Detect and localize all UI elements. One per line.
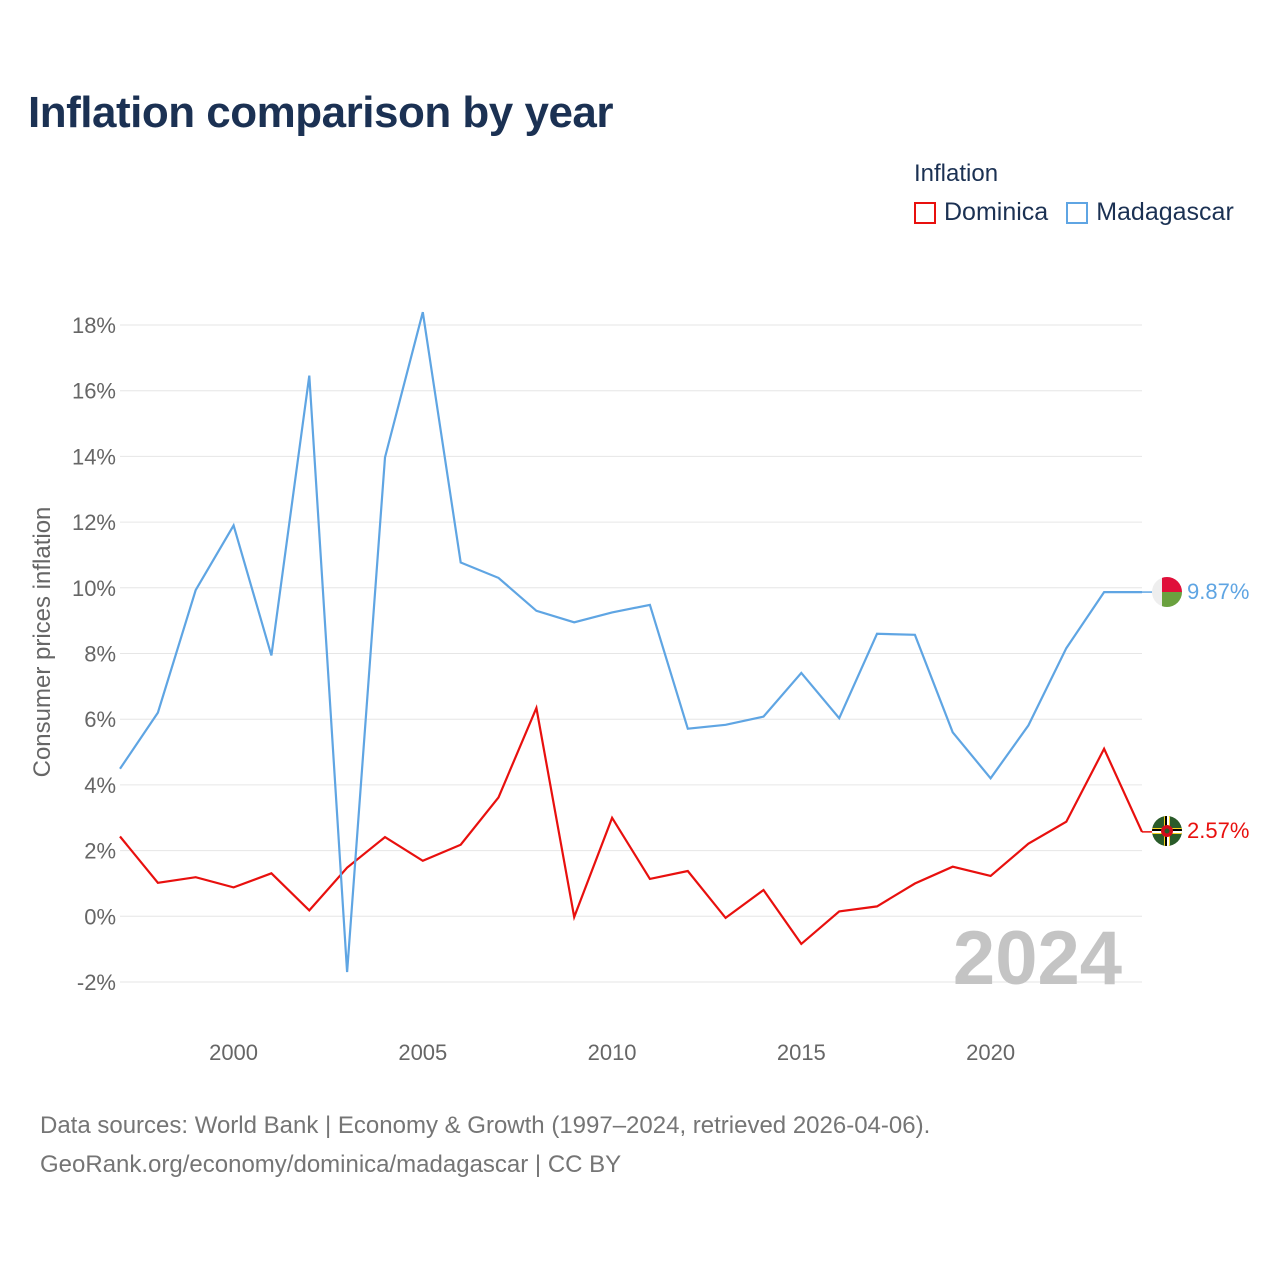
y-tick-label: 18% <box>72 313 116 338</box>
legend-swatch-madagascar <box>1066 201 1089 224</box>
dominica-flag-icon <box>1152 816 1182 846</box>
x-tick-label: 2020 <box>966 1040 1015 1065</box>
legend: Inflation Dominica Madagascar <box>914 160 1234 227</box>
legend-item-dominica[interactable]: Dominica <box>914 198 1048 227</box>
legend-label-madagascar: Madagascar <box>1096 198 1234 226</box>
madagascar-flag-icon <box>1152 577 1182 607</box>
madagascar-end-label: 9.87% <box>1187 579 1249 604</box>
y-tick-label: 10% <box>72 576 116 601</box>
line-chart: -2% 0% 2% 4% 6% 8% 10% 12% 14% 16% 18% 2000 2005 201… <box>29 311 1249 1065</box>
legend-item-madagascar[interactable]: Madagascar <box>1066 198 1234 227</box>
y-axis-ticks: -2% 0% 2% 4% 6% 8% 10% 12% 14% 16% 18% <box>72 313 116 995</box>
x-tick-label: 2000 <box>209 1040 258 1065</box>
y-tick-label: 14% <box>72 444 116 469</box>
y-tick-label: 2% <box>84 839 116 864</box>
y-axis-label: Consumer prices inflation <box>29 507 56 778</box>
legend-title: Inflation <box>914 160 999 187</box>
y-tick-label: -2% <box>77 970 116 995</box>
end-markers <box>1152 577 1182 846</box>
y-tick-label: 8% <box>84 642 116 667</box>
data-source-text: Data sources: World Bank | Economy & Gro… <box>40 1112 931 1139</box>
grid-lines <box>120 324 1142 983</box>
x-tick-label: 2015 <box>777 1040 826 1065</box>
footer: Data sources: World Bank | Economy & Gro… <box>40 1106 930 1184</box>
x-axis-ticks: 2000 2005 2010 2015 2020 <box>209 1040 1015 1065</box>
attribution-text[interactable]: GeoRank.org/economy/dominica/madagascar … <box>40 1151 622 1178</box>
y-tick-label: 0% <box>84 904 116 929</box>
legend-label-dominica: Dominica <box>944 198 1049 226</box>
y-tick-label: 6% <box>84 707 116 732</box>
year-watermark: 2024 <box>953 916 1122 1001</box>
series-line-madagascar[interactable] <box>119 311 1142 973</box>
y-tick-label: 16% <box>72 379 116 404</box>
legend-swatch-dominica <box>914 201 936 224</box>
series-lines <box>119 311 1152 973</box>
x-tick-label: 2010 <box>588 1040 637 1065</box>
x-tick-label: 2005 <box>398 1040 447 1065</box>
y-tick-label: 4% <box>84 773 116 798</box>
dominica-end-label: 2.57% <box>1187 818 1249 843</box>
series-line-dominica[interactable] <box>119 704 1144 946</box>
y-tick-label: 12% <box>72 510 116 535</box>
chart-title: Inflation comparison by year <box>28 88 614 137</box>
